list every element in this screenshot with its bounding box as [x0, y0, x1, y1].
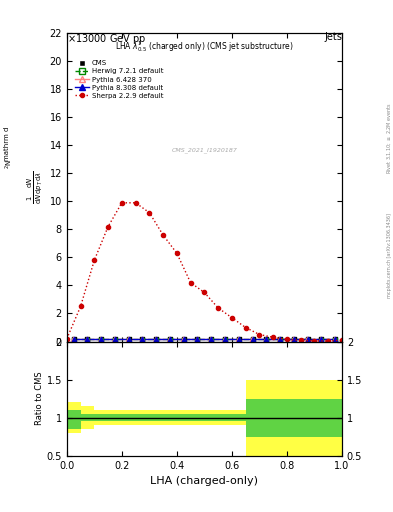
Point — [318, 335, 325, 344]
Point — [277, 335, 283, 344]
Point — [153, 335, 160, 344]
Point — [277, 335, 283, 344]
Point — [332, 335, 338, 344]
Point — [167, 335, 173, 344]
Point — [140, 335, 146, 344]
Point — [236, 335, 242, 344]
Point — [84, 335, 90, 344]
Point — [112, 335, 118, 344]
Point — [318, 335, 325, 344]
Point — [71, 335, 77, 344]
Point — [305, 335, 311, 344]
Point — [263, 335, 270, 344]
Text: $^2$N: $^2$N — [4, 159, 15, 169]
Point — [98, 335, 105, 344]
Point — [236, 335, 242, 344]
Point — [250, 335, 256, 344]
Point — [98, 335, 105, 344]
Point — [318, 335, 325, 344]
Point — [332, 335, 338, 344]
Point — [71, 335, 77, 344]
Point — [84, 335, 90, 344]
Point — [126, 335, 132, 344]
Point — [181, 335, 187, 344]
Point — [167, 335, 173, 344]
Text: $\times$13000 GeV pp: $\times$13000 GeV pp — [67, 32, 146, 46]
Point — [208, 335, 215, 344]
Point — [250, 335, 256, 344]
Point — [98, 335, 105, 344]
Point — [98, 335, 105, 344]
Point — [208, 335, 215, 344]
Point — [208, 335, 215, 344]
Point — [112, 335, 118, 344]
Point — [71, 335, 77, 344]
Point — [291, 335, 297, 344]
Text: mathrm d: mathrm d — [4, 126, 10, 161]
Point — [153, 335, 160, 344]
Point — [318, 335, 325, 344]
Point — [305, 335, 311, 344]
Point — [250, 335, 256, 344]
Point — [112, 335, 118, 344]
Text: Rivet 3.1.10; $\geq$ 2.2M events: Rivet 3.1.10; $\geq$ 2.2M events — [385, 102, 393, 174]
Text: LHA $\lambda^{1}_{0.5}$ (charged only) (CMS jet substructure): LHA $\lambda^{1}_{0.5}$ (charged only) (… — [115, 39, 294, 54]
Text: CMS_2021_I1920187: CMS_2021_I1920187 — [171, 147, 237, 153]
Point — [263, 335, 270, 344]
Point — [140, 335, 146, 344]
Point — [291, 335, 297, 344]
Point — [332, 335, 338, 344]
Point — [291, 335, 297, 344]
Point — [181, 335, 187, 344]
Point — [263, 335, 270, 344]
Point — [126, 335, 132, 344]
Point — [222, 335, 228, 344]
Point — [305, 335, 311, 344]
Point — [222, 335, 228, 344]
X-axis label: LHA (charged-only): LHA (charged-only) — [151, 476, 258, 486]
Point — [277, 335, 283, 344]
Point — [153, 335, 160, 344]
Point — [222, 335, 228, 344]
Point — [153, 335, 160, 344]
Point — [112, 335, 118, 344]
Point — [126, 335, 132, 344]
Point — [236, 335, 242, 344]
Point — [167, 335, 173, 344]
Point — [208, 335, 215, 344]
Point — [236, 335, 242, 344]
Point — [84, 335, 90, 344]
Point — [167, 335, 173, 344]
Point — [195, 335, 201, 344]
Point — [84, 335, 90, 344]
Point — [305, 335, 311, 344]
Point — [222, 335, 228, 344]
Point — [181, 335, 187, 344]
Point — [181, 335, 187, 344]
Text: Jets: Jets — [324, 32, 342, 42]
Point — [291, 335, 297, 344]
Legend: CMS, Herwig 7.2.1 default, Pythia 6.428 370, Pythia 8.308 default, Sherpa 2.2.9 : CMS, Herwig 7.2.1 default, Pythia 6.428 … — [73, 58, 165, 101]
Point — [140, 335, 146, 344]
Point — [250, 335, 256, 344]
Point — [71, 335, 77, 344]
Text: mcplots.cern.ch [arXiv:1306.3436]: mcplots.cern.ch [arXiv:1306.3436] — [387, 214, 391, 298]
Point — [140, 335, 146, 344]
Point — [195, 335, 201, 344]
Point — [195, 335, 201, 344]
Point — [277, 335, 283, 344]
Point — [332, 335, 338, 344]
Y-axis label: Ratio to CMS: Ratio to CMS — [35, 372, 44, 425]
Point — [195, 335, 201, 344]
Point — [263, 335, 270, 344]
Point — [126, 335, 132, 344]
Y-axis label: $\frac{1}{\mathrm{d}N} \frac{\mathrm{d}N}{\mathrm{d}p_T\,\mathrm{d}\lambda}$: $\frac{1}{\mathrm{d}N} \frac{\mathrm{d}N… — [26, 170, 45, 204]
